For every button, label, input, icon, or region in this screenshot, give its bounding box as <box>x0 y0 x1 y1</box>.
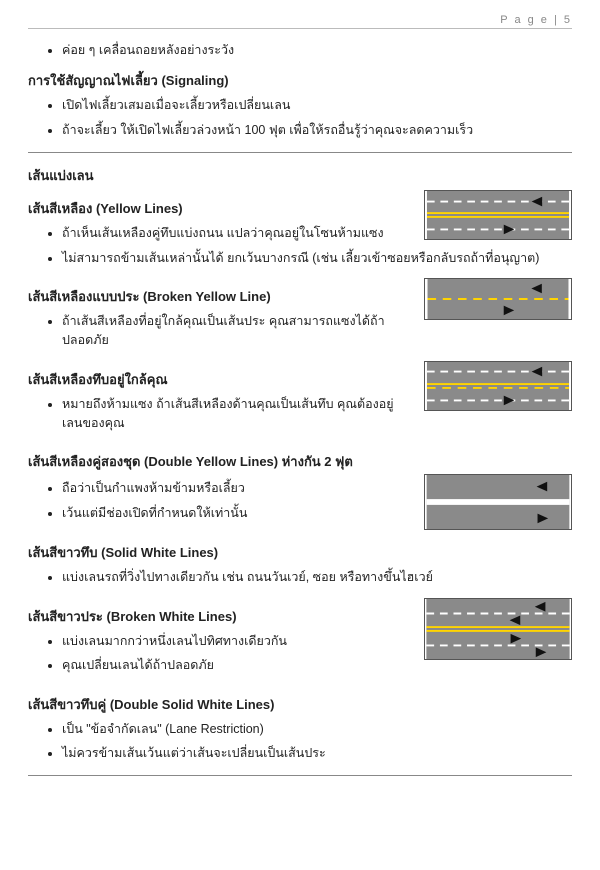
section-list: แบ่งเลนรถที่วิ่งไปทางเดียวกัน เช่น ถนนวั… <box>28 568 572 587</box>
divider <box>28 775 572 776</box>
signaling-heading: การใช้สัญญาณไฟเลี้ยว (Signaling) <box>28 70 572 91</box>
list-item: ไม่ควรข้ามเส้นเว้นแต่ว่าเส้นจะเปลี่ยนเป็… <box>62 744 572 763</box>
road-figure-double-yellow-barrier <box>424 474 572 530</box>
road-figure-broken-yellow <box>424 278 572 320</box>
road-figure-solid-yellow-near <box>424 361 572 411</box>
list-item: ค่อย ๆ เคลื่อนถอยหลังอย่างระวัง <box>62 41 572 60</box>
section-heading: เส้นสีขาวทึบคู่ (Double Solid White Line… <box>28 694 572 715</box>
road-figure-yellow-lines <box>424 190 572 240</box>
top-list: ค่อย ๆ เคลื่อนถอยหลังอย่างระวัง <box>28 41 572 60</box>
list-item: เปิดไฟเลี้ยวเสมอเมื่อจะเลี้ยวหรือเปลี่ยน… <box>62 96 572 115</box>
road-figure-broken-white <box>424 598 572 660</box>
section-heading: เส้นสีเหลืองคู่สองชุด (Double Yellow Lin… <box>28 451 572 472</box>
section-list: เป็น "ข้อจำกัดเลน" (Lane Restriction) ไม… <box>28 720 572 764</box>
list-item: เป็น "ข้อจำกัดเลน" (Lane Restriction) <box>62 720 572 739</box>
list-item: แบ่งเลนรถที่วิ่งไปทางเดียวกัน เช่น ถนนวั… <box>62 568 572 587</box>
divider <box>28 152 572 153</box>
signaling-list: เปิดไฟเลี้ยวเสมอเมื่อจะเลี้ยวหรือเปลี่ยน… <box>28 96 572 140</box>
list-item: ไม่สามารถข้ามเส้นเหล่านั้นได้ ยกเว้นบางก… <box>62 249 572 268</box>
list-item: ถ้าจะเลี้ยว ให้เปิดไฟเลี้ยวล่วงหน้า 100 … <box>62 121 572 140</box>
section-heading: เส้นสีขาวทึบ (Solid White Lines) <box>28 542 572 563</box>
page-number: P a g e | 5 <box>500 14 572 26</box>
page-header: P a g e | 5 <box>28 14 572 29</box>
lane-heading: เส้นแบ่งเลน <box>28 165 572 186</box>
